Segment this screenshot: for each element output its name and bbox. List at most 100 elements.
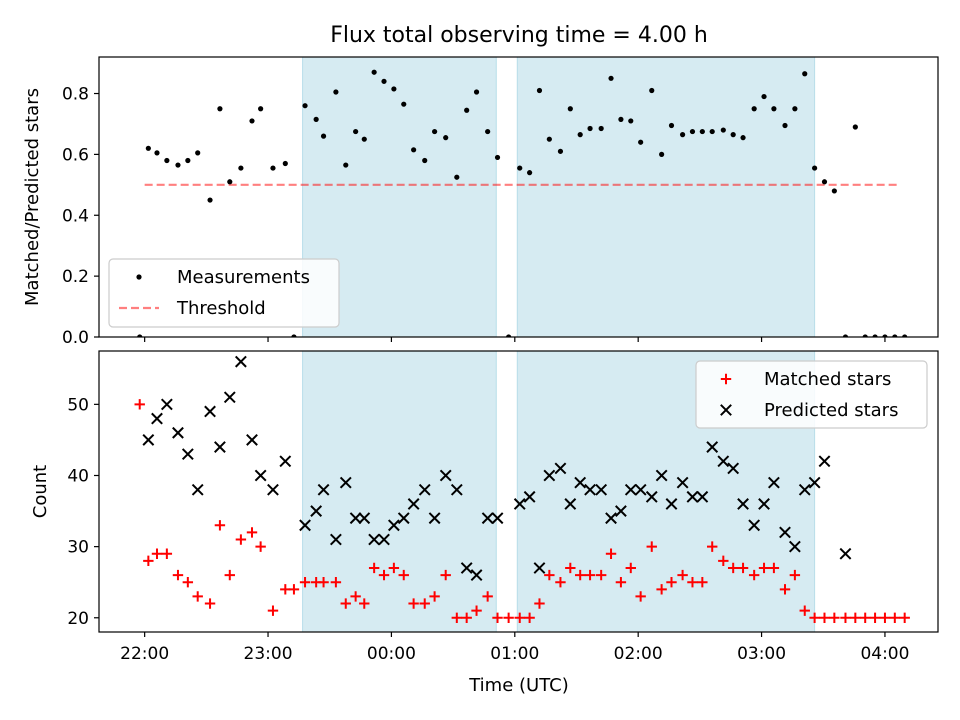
data-point xyxy=(677,569,688,581)
data-point xyxy=(313,116,319,122)
data-point xyxy=(378,569,390,581)
plot-area xyxy=(137,57,908,337)
data-point xyxy=(628,118,634,124)
data-point xyxy=(737,562,749,574)
data-point xyxy=(227,179,233,185)
data-point xyxy=(151,412,163,425)
data-point xyxy=(450,483,463,496)
data-point xyxy=(361,136,367,142)
bottom-panel: 20 30 40 50 22:00 23:00 00:00 01:00 02:00 03:00 04… xyxy=(30,350,939,664)
data-point xyxy=(902,334,908,337)
data-point xyxy=(618,116,624,122)
data-point xyxy=(151,548,163,559)
data-point xyxy=(799,605,810,616)
data-point xyxy=(696,490,709,503)
data-point xyxy=(717,455,730,468)
data-point xyxy=(862,334,868,337)
data-point xyxy=(181,448,194,461)
y-tick-label: 0.4 xyxy=(62,206,89,226)
data-point xyxy=(454,174,460,180)
chart-title: Flux total observing time = 4.00 h xyxy=(330,23,708,48)
y-tick-label: 0.0 xyxy=(62,328,89,348)
data-point xyxy=(751,106,757,112)
data-point xyxy=(577,132,583,138)
data-point xyxy=(646,541,657,552)
data-point xyxy=(574,476,587,489)
data-point xyxy=(730,132,736,138)
data-point xyxy=(471,605,482,616)
y-tick-label: 50 xyxy=(67,395,89,415)
data-point xyxy=(451,612,463,623)
x-tick-label: 02:00 xyxy=(614,644,663,664)
data-point xyxy=(595,483,608,496)
data-point xyxy=(879,612,891,623)
series-predicted-stars xyxy=(142,355,852,581)
data-point xyxy=(310,505,323,517)
data-point xyxy=(546,136,552,142)
data-point xyxy=(779,584,791,595)
data-point xyxy=(506,334,512,337)
data-point xyxy=(839,547,852,560)
data-point xyxy=(464,107,470,113)
data-point xyxy=(686,490,699,503)
series-matched-stars xyxy=(134,399,910,623)
data-point xyxy=(302,103,308,109)
data-point xyxy=(320,133,327,139)
data-point xyxy=(574,569,586,581)
data-point xyxy=(254,469,267,482)
data-point xyxy=(267,605,279,616)
data-point xyxy=(850,612,861,623)
top-panel: 0.0 0.2 0.4 0.6 0.8 Matched/Predicted stars Me… xyxy=(22,56,939,348)
data-point xyxy=(429,591,440,602)
data-point xyxy=(740,135,746,141)
data-point xyxy=(207,197,213,203)
data-point xyxy=(481,512,494,525)
data-point xyxy=(185,157,191,164)
data-point xyxy=(439,469,452,482)
data-point xyxy=(513,498,526,510)
data-point xyxy=(172,426,184,439)
legend: Measurements Threshold xyxy=(108,258,340,328)
data-point xyxy=(339,476,352,489)
data-point xyxy=(182,577,194,588)
data-point xyxy=(595,569,607,581)
data-point xyxy=(605,512,617,525)
data-point xyxy=(282,160,288,167)
data-point xyxy=(279,455,292,468)
data-point xyxy=(419,598,430,609)
data-point xyxy=(333,89,339,95)
data-point xyxy=(872,334,878,337)
data-point xyxy=(659,151,665,157)
data-point xyxy=(771,106,777,112)
data-point xyxy=(624,483,637,496)
data-point xyxy=(768,562,780,574)
data-point xyxy=(567,106,573,112)
data-point xyxy=(143,555,154,567)
data-point xyxy=(564,498,577,510)
data-point xyxy=(792,106,798,112)
data-point xyxy=(411,147,417,153)
data-point xyxy=(584,483,596,496)
data-point xyxy=(812,165,818,171)
data-point xyxy=(727,462,740,475)
data-point xyxy=(649,87,655,94)
data-point xyxy=(608,75,614,81)
data-point xyxy=(544,569,555,581)
data-point xyxy=(246,434,258,446)
data-point xyxy=(889,612,901,623)
data-point xyxy=(527,170,533,176)
y-tick-label: 0.6 xyxy=(62,145,89,165)
data-point xyxy=(318,577,329,588)
legend-box xyxy=(108,258,340,328)
x-tick-label: 22:00 xyxy=(120,644,169,664)
data-point xyxy=(842,334,849,337)
data-point xyxy=(679,132,686,138)
data-point xyxy=(161,548,173,559)
data-point xyxy=(802,71,808,77)
data-point xyxy=(397,512,410,525)
data-point xyxy=(249,118,255,124)
data-point xyxy=(234,355,247,368)
data-point xyxy=(748,569,760,581)
data-point xyxy=(829,612,840,623)
